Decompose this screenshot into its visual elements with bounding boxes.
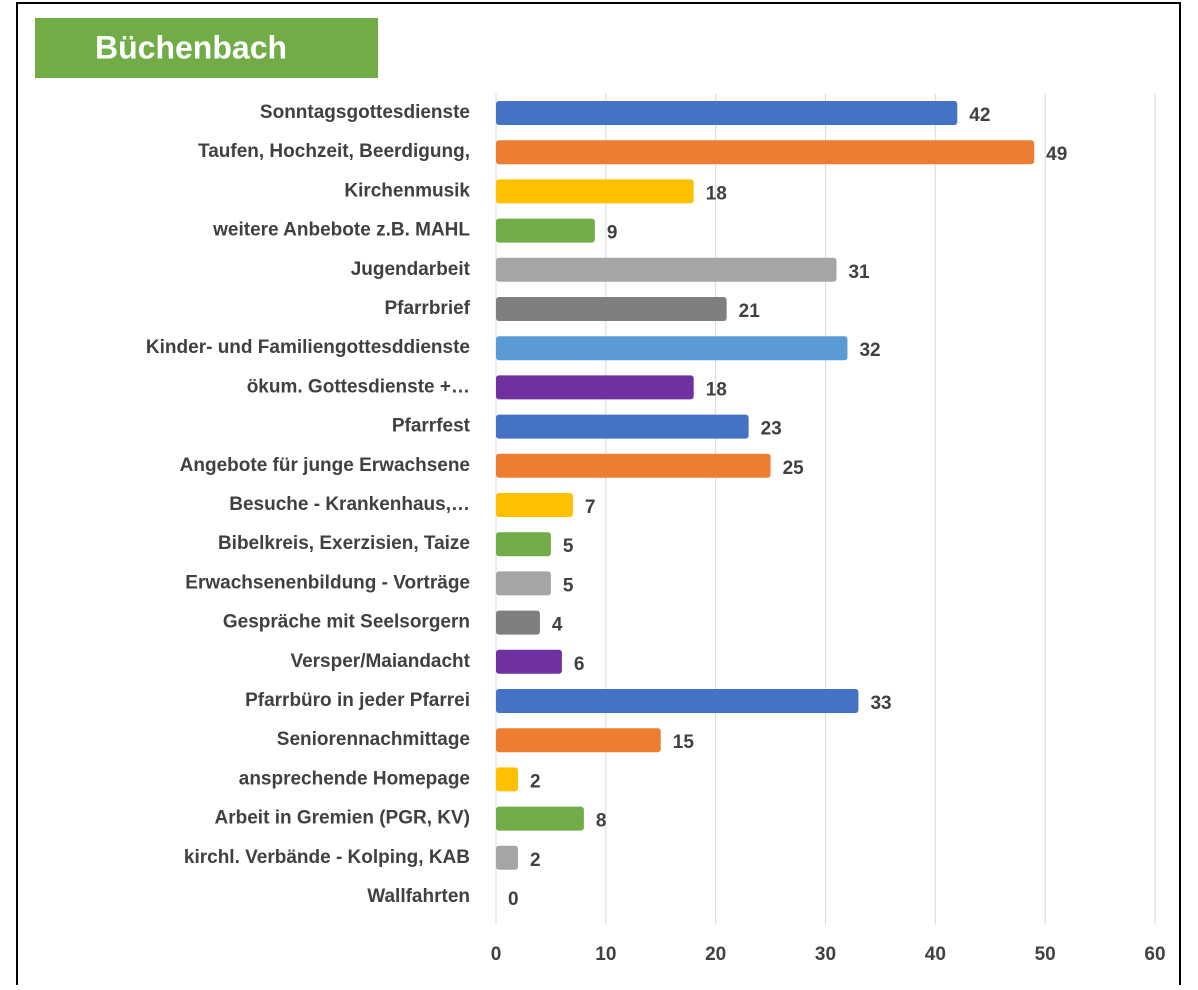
y-tick-label: Gespräche mit Seelsorgern	[223, 612, 470, 633]
data-label: 32	[859, 340, 880, 361]
bar	[496, 336, 848, 361]
bar	[496, 845, 518, 870]
x-tick-label: 60	[1144, 944, 1165, 965]
bar	[496, 414, 749, 439]
data-label: 25	[783, 458, 805, 479]
chart-border	[16, 2, 1181, 990]
y-tick-label: Seniorennachmittage	[277, 729, 470, 750]
data-label: 0	[508, 889, 519, 910]
data-label: 49	[1046, 144, 1067, 165]
x-tick-label: 50	[1035, 944, 1056, 965]
title-box	[35, 18, 378, 78]
data-label: 2	[530, 850, 541, 871]
y-tick-label: kirchl. Verbände - Kolping, KAB	[184, 847, 470, 868]
data-label: 18	[706, 183, 727, 204]
data-label: 9	[607, 223, 618, 244]
bar	[496, 806, 584, 831]
bar	[496, 649, 562, 674]
data-label: 8	[596, 811, 607, 832]
data-label: 5	[563, 536, 574, 557]
y-tick-label: Kirchenmusik	[344, 180, 470, 201]
data-label: 6	[574, 654, 585, 675]
y-tick-label: Versper/Maiandacht	[290, 651, 470, 672]
y-tick-label: Wallfahrten	[367, 886, 470, 907]
bar	[496, 179, 694, 204]
bar	[496, 532, 551, 557]
data-label: 4	[552, 615, 563, 636]
y-tick-label: Besuche - Krankenhaus,…	[229, 494, 470, 515]
x-tick-label: 30	[815, 944, 836, 965]
data-label: 7	[585, 497, 596, 518]
data-label: 21	[739, 301, 761, 322]
bar	[496, 218, 595, 243]
y-tick-label: ansprechende Homepage	[239, 768, 470, 789]
data-label: 23	[761, 419, 782, 440]
y-tick-label: Pfarrfest	[392, 416, 471, 437]
bar	[496, 728, 661, 753]
data-label: 33	[870, 693, 891, 714]
bar	[496, 297, 727, 321]
data-label: 18	[706, 379, 727, 400]
y-tick-label: weitere Anbebote z.B. MAHL	[212, 220, 470, 241]
bar	[496, 140, 1035, 165]
bar	[496, 257, 837, 282]
x-tick-label: 20	[705, 944, 726, 965]
bar	[496, 453, 771, 478]
data-label: 5	[563, 575, 574, 596]
bar	[496, 493, 573, 517]
y-tick-label: Pfarrbüro in jeder Pfarrei	[245, 690, 470, 711]
y-tick-label: Taufen, Hochzeit, Beerdigung,	[198, 141, 470, 162]
bar	[496, 689, 859, 713]
data-label: 15	[673, 732, 695, 753]
x-tick-label: 0	[491, 944, 502, 965]
bar	[496, 571, 551, 596]
y-tick-label: ökum. Gottesdienste +…	[247, 376, 470, 397]
data-label: 2	[530, 771, 541, 792]
y-tick-label: Sonntagsgottesdienste	[260, 102, 470, 123]
y-tick-label: Pfarrbrief	[384, 298, 470, 319]
x-tick-label: 40	[925, 944, 946, 965]
bar	[496, 375, 694, 400]
bar	[496, 610, 540, 635]
chart-title: Büchenbach	[95, 29, 287, 65]
bar	[496, 101, 958, 125]
x-tick-label: 10	[595, 944, 616, 965]
y-tick-label: Erwachsenenbildung - Vorträge	[185, 572, 470, 593]
y-tick-label: Kinder- und Familiengottesddienste	[146, 337, 470, 358]
y-tick-label: Jugendarbeit	[351, 259, 471, 280]
y-tick-label: Angebote für junge Erwachsene	[180, 455, 470, 476]
y-tick-label: Arbeit in Gremien (PGR, KV)	[215, 808, 470, 829]
y-tick-label: Bibelkreis, Exerzisien, Taize	[218, 533, 470, 554]
bar	[496, 767, 518, 792]
data-label: 31	[848, 262, 870, 283]
data-label: 42	[969, 105, 990, 126]
